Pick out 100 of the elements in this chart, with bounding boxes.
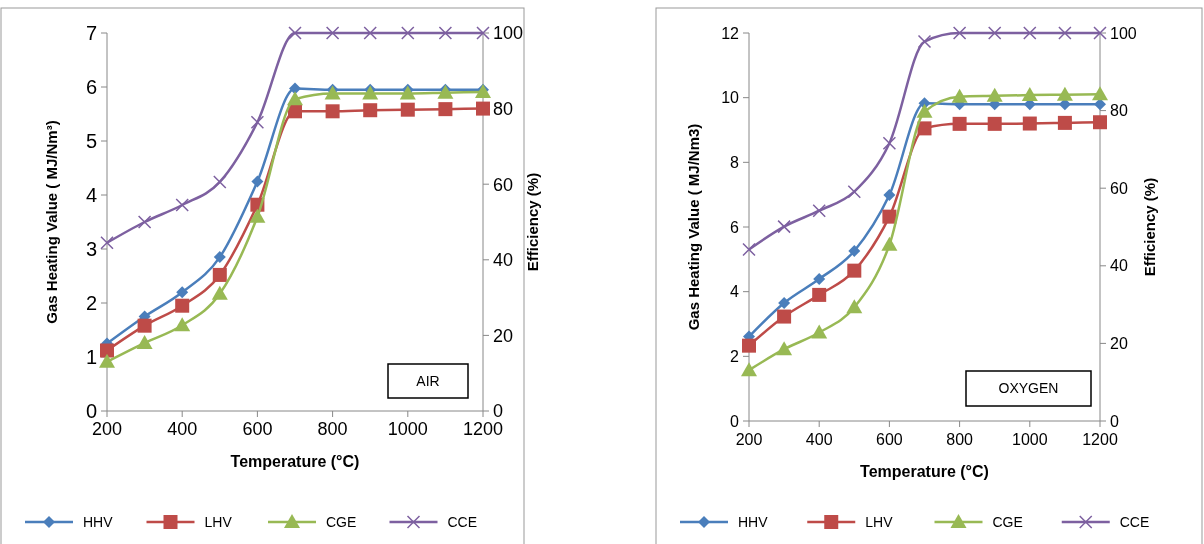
y-tick-label: 6 [730, 218, 740, 236]
point [881, 236, 898, 251]
point [917, 34, 932, 49]
point [249, 208, 266, 223]
legend-label: LHV [865, 513, 894, 530]
point [100, 236, 114, 250]
point [137, 215, 152, 229]
y-tick-label: 3 [85, 238, 97, 260]
point [438, 102, 453, 117]
annotation: AIR [416, 372, 440, 389]
point [813, 273, 826, 286]
y2-tick-label: 100 [493, 23, 524, 44]
point [174, 317, 191, 332]
x-tick-label: 1200 [1082, 431, 1118, 448]
point [362, 85, 379, 100]
y2-tick-label: 20 [493, 325, 514, 346]
point [742, 338, 756, 353]
point [742, 242, 756, 257]
point [883, 188, 896, 201]
point [137, 318, 152, 333]
y2-tick-label: 80 [1110, 102, 1128, 120]
point [363, 26, 377, 40]
point [476, 26, 490, 40]
point [1023, 26, 1037, 40]
y-tick-label: 4 [730, 283, 740, 301]
point [324, 85, 341, 100]
x-tick-label: 800 [946, 431, 974, 448]
y-tick-label: 10 [721, 89, 740, 107]
point [288, 26, 302, 40]
point [987, 116, 1002, 131]
point [399, 85, 416, 100]
point [213, 175, 227, 189]
legend-label: CCE [447, 513, 478, 530]
y2-tick-label: 80 [493, 98, 514, 119]
point [848, 244, 861, 257]
point [1093, 115, 1107, 130]
x-tick-label: 600 [242, 419, 273, 439]
point [882, 209, 897, 224]
y-tick-label: 5 [85, 130, 97, 152]
x-tick-label: 200 [735, 431, 763, 448]
y-tick-label: 6 [85, 76, 97, 98]
point [175, 298, 190, 313]
y-tick-label: 0 [85, 400, 97, 422]
x-tick-label: 200 [91, 419, 123, 439]
point [1056, 86, 1073, 101]
point [1021, 87, 1038, 102]
y2-axis-title: Efficiency (%) [524, 172, 541, 272]
point [812, 287, 827, 302]
point [176, 286, 189, 299]
point [99, 353, 115, 368]
y2-tick-label: 0 [493, 401, 504, 422]
x-tick-label: 800 [317, 419, 348, 439]
point [986, 87, 1003, 102]
point [952, 26, 967, 40]
point [951, 88, 968, 103]
point [987, 26, 1002, 40]
y2-tick-label: 60 [1110, 179, 1128, 197]
point [741, 362, 757, 377]
point [400, 102, 415, 117]
point [325, 104, 340, 119]
point [1058, 26, 1072, 40]
point [1022, 116, 1037, 131]
point [136, 334, 153, 349]
y2-tick-label: 0 [1110, 412, 1119, 430]
y-axis-title: Gas Heating Value ( MJ/Nm³) [43, 120, 60, 324]
legend-label: HHV [83, 513, 114, 530]
y2-tick-label: 60 [493, 174, 514, 195]
point [1092, 86, 1108, 101]
point [175, 198, 189, 212]
x-tick-label: 400 [805, 431, 833, 448]
y-tick-label: 2 [85, 292, 97, 314]
x-tick-label: 400 [167, 419, 198, 439]
point [438, 26, 453, 40]
legend-label: CCE [1119, 513, 1150, 530]
y-tick-label: 2 [730, 347, 740, 365]
y2-tick-label: 100 [1110, 24, 1137, 42]
point [1093, 26, 1107, 40]
x-tick-label: 1000 [387, 419, 428, 439]
point [250, 115, 265, 129]
point [401, 26, 415, 40]
point [917, 121, 932, 136]
y-tick-label: 0 [730, 412, 740, 430]
point [289, 82, 301, 95]
point [287, 91, 303, 106]
y2-tick-label: 20 [1110, 335, 1128, 352]
point [777, 309, 792, 324]
y-tick-label: 1 [85, 346, 97, 368]
point [213, 251, 226, 264]
x-axis-title: Temperature (°C) [860, 463, 989, 480]
point [778, 296, 791, 309]
y-axis-title: Gas Heating Value ( MJ/Nm3) [685, 123, 702, 331]
point [476, 101, 490, 116]
x-tick-label: 1000 [1012, 431, 1048, 448]
point [1057, 115, 1072, 130]
point [847, 263, 862, 278]
x-tick-label: 1200 [462, 419, 504, 439]
point [363, 103, 378, 118]
point [325, 26, 340, 40]
point [882, 136, 897, 150]
y2-tick-label: 40 [1110, 257, 1128, 275]
